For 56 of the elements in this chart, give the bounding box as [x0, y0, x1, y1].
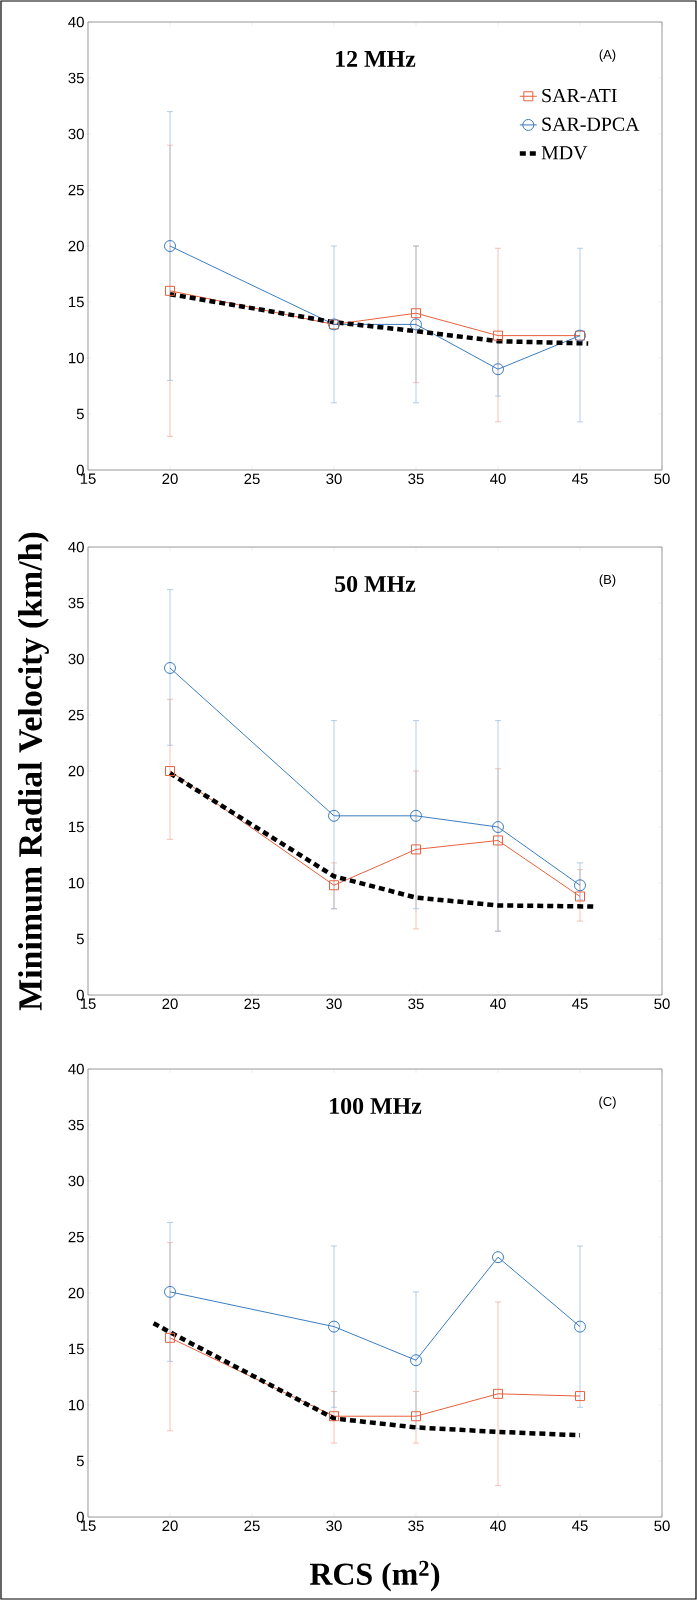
x-tick-label: 45 [572, 1520, 588, 1531]
legend-label: SAR-ATI [542, 88, 617, 103]
x-tick-label: 25 [244, 473, 260, 485]
x-tick-label: 30 [326, 998, 342, 1010]
x-tick-label: 20 [162, 1520, 178, 1532]
x-tick-label: 50 [654, 473, 670, 485]
x-tick-label: 30 [326, 1520, 342, 1532]
y-tick-label: 5 [76, 933, 84, 945]
legend-label: SAR-DPCA [542, 117, 640, 131]
annotation: (A) [599, 49, 616, 62]
y-tick-label: 25 [68, 184, 84, 196]
x-tick-label: 35 [408, 473, 424, 485]
annotation: (B) [599, 574, 616, 587]
y-tick-label: 35 [68, 72, 84, 84]
x-tick-label: 45 [572, 473, 588, 484]
y-tick-label: 15 [69, 296, 84, 308]
x-tick-label: 25 [244, 998, 260, 1010]
y-tick-label: 40 [68, 16, 84, 28]
y-tick-label: 10 [69, 352, 84, 364]
x-tick-label: 20 [162, 473, 178, 485]
y-tick-label: 30 [68, 1175, 84, 1187]
x-tick-label: 20 [162, 998, 178, 1010]
x-tick-label: 45 [572, 998, 588, 1009]
y-tick-label: 40 [68, 1063, 84, 1075]
text: 100 MHz [330, 1097, 422, 1115]
legend-label: MDV [541, 146, 588, 160]
x-tick-label: 30 [326, 473, 342, 485]
y-tick-label: 10 [69, 877, 84, 889]
y-tick-label: 20 [68, 765, 84, 777]
x-tick-label: 40 [490, 998, 506, 1010]
y-axis-title: Minimum Radial Velocity (km/h) [18, 532, 49, 1011]
y-tick-label: 15 [69, 821, 84, 833]
x-tick-label: 40 [490, 473, 506, 485]
x-tick-label: 50 [654, 1520, 670, 1532]
y-tick-label: 5 [76, 1455, 84, 1467]
y-tick-label: 20 [68, 1287, 84, 1299]
annotation: (C) [599, 1096, 616, 1109]
x-axis-title: RCS (m$^{2}$) [309, 1560, 440, 1592]
y-tick-label: 35 [68, 1119, 84, 1131]
y-tick-label: 25 [68, 709, 84, 721]
text: 50 MHz [335, 575, 416, 593]
text: 12 MHz [336, 50, 416, 67]
y-tick-label: 35 [68, 597, 84, 609]
y-tick-label: 40 [68, 541, 84, 553]
x-tick-label: 25 [244, 1520, 260, 1532]
y-tick-label: 25 [68, 1231, 84, 1243]
y-tick-label: 20 [68, 240, 84, 252]
x-tick-label: 50 [654, 998, 670, 1010]
y-tick-label: 30 [68, 653, 84, 665]
y-tick-label: 5 [76, 408, 84, 420]
x-tick-label: 35 [408, 1520, 424, 1532]
x-tick-label: 35 [408, 998, 424, 1010]
y-tick-label: 15 [69, 1343, 84, 1355]
y-tick-label: 10 [69, 1399, 84, 1411]
y-tick-label: 30 [68, 128, 84, 140]
x-tick-label: 40 [490, 1520, 506, 1532]
